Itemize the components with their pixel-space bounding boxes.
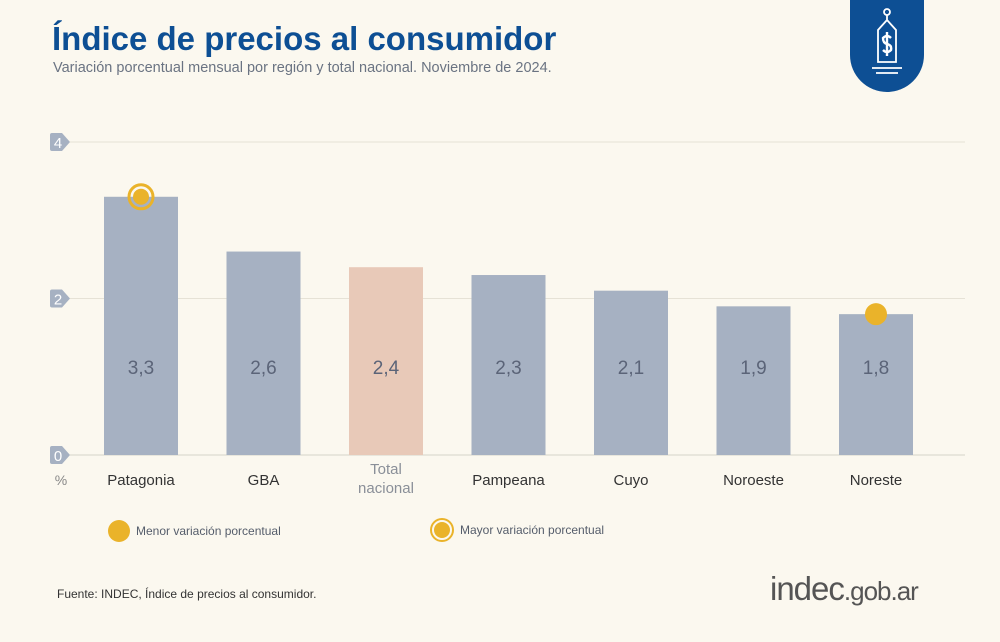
subtitle: Variación porcentual mensual por región … bbox=[53, 60, 552, 76]
data-label: 1,8 bbox=[863, 358, 889, 379]
bar-noroeste bbox=[716, 306, 791, 455]
legend-max-label: Mayor variación porcentual bbox=[460, 523, 605, 537]
data-label: 2,3 bbox=[495, 358, 521, 379]
y-tick-label: 0 bbox=[54, 448, 62, 465]
bar-patagonia bbox=[104, 196, 178, 455]
max-marker-ring bbox=[127, 183, 155, 211]
bar-gba bbox=[226, 251, 301, 455]
source-note: Fuente: INDEC, Índice de precios al cons… bbox=[57, 587, 317, 601]
x-tick-label: Patagonia bbox=[107, 472, 175, 489]
legend-max: Mayor variación porcentual bbox=[430, 520, 604, 540]
y-tick-label: 4 bbox=[54, 135, 62, 152]
indec-logo: indec.gob.ar bbox=[770, 570, 919, 607]
x-tick-label: Cuyo bbox=[613, 472, 648, 489]
y-tick-badge bbox=[50, 133, 70, 151]
x-tick-label: Total nacional bbox=[358, 461, 414, 497]
min-marker-icon bbox=[108, 520, 130, 542]
legend-min-label: Menor variación porcentual bbox=[136, 524, 281, 538]
min-marker bbox=[865, 303, 887, 326]
x-tick-label: GBA bbox=[248, 472, 280, 489]
max-marker-icon bbox=[432, 520, 452, 540]
page-title: Índice de precios al consumidor bbox=[52, 20, 557, 57]
data-label: 2,6 bbox=[250, 358, 276, 379]
legend-min: Menor variación porcentual bbox=[108, 520, 281, 542]
y-tick-label: 2 bbox=[54, 292, 62, 309]
y-tick-badge bbox=[50, 289, 70, 308]
bar-pampeana bbox=[471, 275, 546, 455]
bar-noreste bbox=[839, 314, 913, 455]
bar-total-nacional bbox=[349, 267, 423, 455]
bar-cuyo bbox=[594, 290, 668, 455]
max-marker bbox=[133, 188, 149, 205]
data-label: 2,4 bbox=[373, 358, 400, 379]
x-tick-label: Pampeana bbox=[472, 472, 545, 489]
y-axis-label: % bbox=[55, 472, 67, 488]
x-tick-label: Noreste bbox=[850, 472, 903, 489]
y-tick-badge bbox=[50, 446, 70, 464]
data-label: 3,3 bbox=[128, 358, 154, 379]
x-tick-label: Noroeste bbox=[723, 472, 784, 489]
price-tag-dollar-icon bbox=[850, 0, 924, 92]
data-label: 1,9 bbox=[740, 358, 766, 379]
data-label: 2,1 bbox=[618, 358, 644, 379]
